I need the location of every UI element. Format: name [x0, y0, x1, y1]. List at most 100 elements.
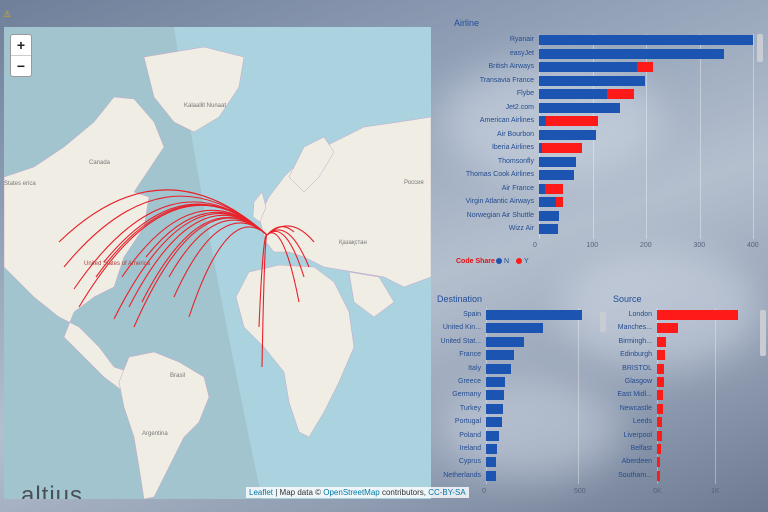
source-scrollbar[interactable]	[760, 310, 766, 356]
airline-bar-y[interactable]	[607, 89, 635, 99]
destination-scrollbar[interactable]	[600, 312, 606, 332]
airline-bar-n[interactable]	[539, 170, 574, 180]
source-label: Belfast	[630, 445, 652, 452]
map-label-greenland: Kalaallit Nunaat	[184, 103, 226, 109]
airline-bar-n[interactable]	[539, 183, 546, 194]
source-bar[interactable]	[657, 336, 667, 347]
destination-label: Ireland	[459, 445, 481, 452]
airline-scrollbar[interactable]	[757, 34, 763, 62]
source-chart-title: Source	[613, 294, 642, 304]
source-bar[interactable]	[657, 417, 663, 428]
axis-tick-label: 200	[640, 242, 652, 249]
destination-chart-title: Destination	[437, 294, 483, 304]
destination-bar[interactable]	[486, 417, 502, 428]
destination-bar[interactable]	[486, 457, 497, 468]
airline-bar-n[interactable]	[539, 116, 547, 126]
axis-tick-label: 0	[482, 488, 486, 495]
airline-bar-n[interactable]	[539, 156, 576, 167]
source-bar[interactable]	[657, 390, 664, 401]
land-africa	[235, 264, 355, 438]
map-label-brazil: Brasil	[170, 373, 185, 379]
legend-item-y[interactable]: Y	[516, 258, 529, 265]
destination-bar[interactable]	[486, 323, 544, 334]
airline-label: British Airways	[488, 63, 534, 70]
land-uk	[252, 191, 267, 223]
airline-bar-n[interactable]	[539, 89, 608, 99]
source-bar[interactable]	[657, 377, 664, 387]
license-link[interactable]: CC-BY-SA	[428, 488, 466, 497]
source-bar[interactable]	[657, 363, 664, 374]
airline-bar-n[interactable]	[539, 129, 596, 140]
leaflet-link[interactable]: Leaflet	[249, 488, 274, 497]
airline-bar-n[interactable]	[539, 197, 556, 207]
source-bar[interactable]	[657, 310, 739, 320]
airline-bar-n[interactable]	[539, 224, 558, 234]
destination-label: Greece	[458, 378, 481, 385]
source-label: East Midl...	[617, 391, 652, 399]
airline-label: Norwegian Air Shuttle	[466, 211, 534, 219]
gridline	[699, 34, 701, 239]
source-bar[interactable]	[657, 470, 661, 481]
source-bar[interactable]	[657, 430, 662, 441]
destination-label: Poland	[459, 431, 481, 439]
destination-bar[interactable]	[486, 444, 498, 454]
airline-bar-n[interactable]	[539, 102, 621, 113]
source-bar[interactable]	[657, 457, 661, 468]
destination-bar[interactable]	[486, 377, 506, 387]
source-label: London	[628, 311, 652, 318]
airline-bar-n[interactable]	[539, 35, 753, 45]
source-label: Birmingh...	[618, 337, 652, 345]
airline-label: Air Bourbon	[497, 130, 534, 138]
destination-bar[interactable]	[486, 350, 514, 361]
source-bar[interactable]	[657, 403, 663, 414]
destination-bar[interactable]	[486, 403, 503, 414]
land-south-america	[118, 351, 210, 499]
source-label: Leeds	[632, 418, 652, 426]
destination-bar[interactable]	[486, 470, 496, 481]
route-line	[173, 222, 268, 298]
source-label: BRISTOL	[622, 364, 652, 372]
airline-label: Jet2.com	[505, 103, 534, 111]
destination-bar[interactable]	[486, 390, 505, 401]
airline-bar-y[interactable]	[545, 183, 564, 194]
source-bar[interactable]	[657, 323, 678, 334]
destination-bar[interactable]	[486, 310, 582, 320]
route-line	[188, 226, 268, 318]
airline-bar-n[interactable]	[539, 210, 560, 221]
airline-label: Iberia Airlines	[491, 144, 534, 151]
airline-bar-y[interactable]	[541, 143, 583, 153]
axis-tick-label: 1K	[711, 488, 720, 495]
destination-bar[interactable]	[486, 363, 512, 374]
zoom-in-button[interactable]: +	[16, 37, 26, 53]
airline-bar-y[interactable]	[546, 116, 599, 126]
legend-title: Code Share	[456, 258, 495, 265]
airline-bar-y[interactable]	[555, 197, 564, 207]
axis-tick-label: 500	[574, 488, 586, 495]
airline-bar-n[interactable]	[539, 75, 645, 86]
airline-bar-n[interactable]	[539, 143, 542, 153]
source-label: Southam...	[618, 471, 652, 479]
source-bar[interactable]	[657, 350, 665, 361]
airline-chart-title: Airline	[454, 18, 480, 28]
zoom-out-button[interactable]: −	[11, 55, 31, 76]
destination-bar[interactable]	[486, 336, 524, 347]
airline-bar-y[interactable]	[636, 62, 653, 72]
map-label-canada: Canada	[89, 160, 111, 166]
osm-link[interactable]: OpenStreetMap	[323, 488, 380, 497]
gridline	[753, 34, 754, 239]
source-bar[interactable]	[657, 444, 662, 454]
airline-bar-n[interactable]	[539, 62, 637, 72]
airline-label: Wizz Air	[508, 225, 534, 232]
destination-label: Spain	[463, 311, 481, 318]
destination-bar[interactable]	[486, 430, 499, 441]
gridline	[646, 34, 647, 239]
destination-label: France	[459, 351, 481, 359]
land-greenland	[143, 46, 245, 133]
map-label-usa-edge: States erica	[4, 181, 36, 187]
route-map[interactable]: Kalaallit Nunaat Canada United States of…	[4, 27, 431, 499]
land-arabia	[348, 271, 395, 318]
airline-bar-n[interactable]	[539, 48, 724, 59]
destination-label: United Stat...	[440, 337, 481, 345]
legend-item-n[interactable]: N	[496, 258, 509, 265]
airline-label: Thomas Cook Airlines	[465, 171, 534, 178]
